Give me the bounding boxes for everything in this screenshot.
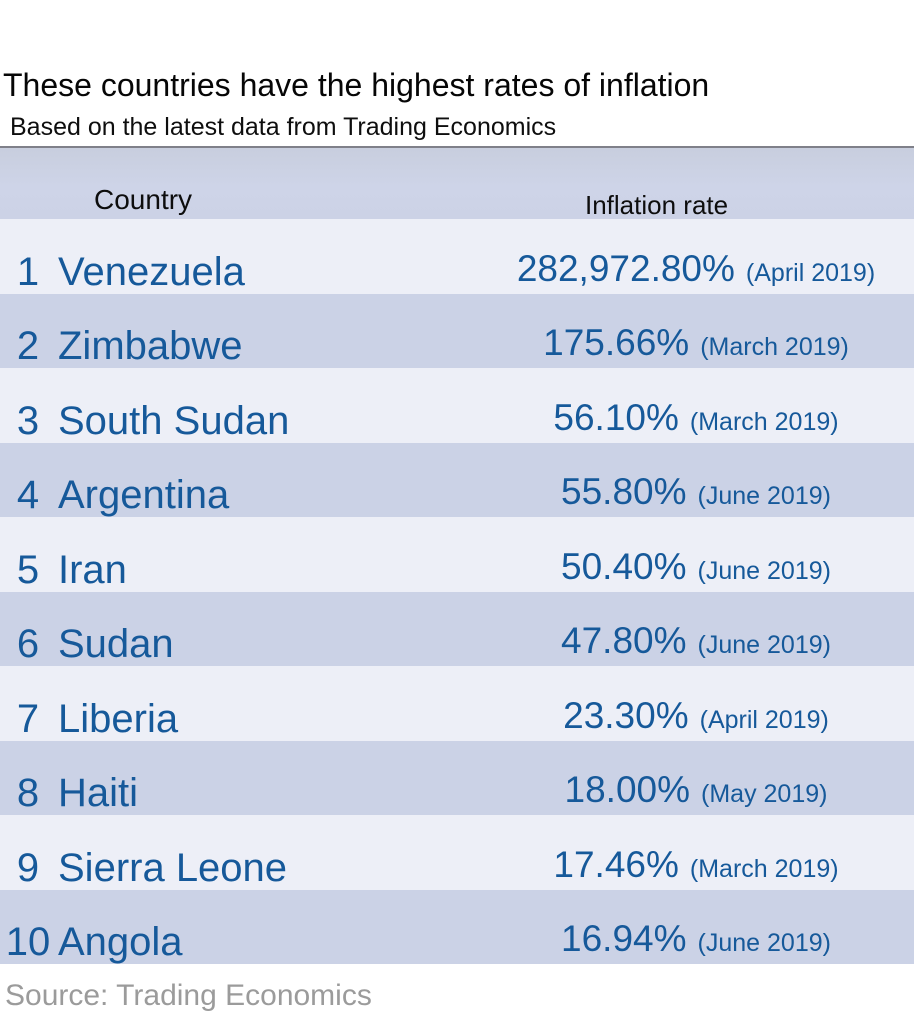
rate-date-label: (March 2019) [700, 333, 849, 361]
country-label: Angola [58, 920, 183, 964]
inflation-rate-value: 23.30% [563, 694, 689, 736]
inflation-rate-value: 55.80% [561, 471, 687, 512]
rate-date-label: (June 2019) [697, 929, 831, 957]
rank-label: 10 [5, 920, 51, 964]
source-note: Source: Trading Economics [5, 979, 372, 1012]
rate-date-label: (June 2019) [697, 482, 831, 510]
rank-label: 3 [16, 398, 40, 443]
rank-label: 4 [16, 473, 40, 517]
country-label: South Sudan [58, 398, 290, 443]
page-subtitle: Based on the latest data from Trading Ec… [10, 113, 557, 141]
inflation-rate-value: 16.94% [561, 918, 687, 959]
inflation-rate-value: 56.10% [553, 396, 679, 438]
rank-label: 9 [16, 845, 40, 890]
rank-label: 7 [16, 696, 40, 741]
rate-date-label: (March 2019) [689, 407, 839, 436]
table-row: 2 Zimbabwe 175.66% (March 2019) [0, 293, 914, 368]
country-label: Sudan [58, 622, 174, 666]
country-label: Argentina [58, 473, 230, 517]
table-row: 3 South Sudan 56.10% (March 2019) [0, 368, 914, 443]
rank-label: 2 [16, 324, 40, 368]
table-row: 6 Sudan 47.80% (June 2019) [0, 591, 914, 666]
inflation-rate-value: 47.80% [561, 620, 687, 661]
divider-rule [0, 146, 914, 148]
rate-date-label: (May 2019) [701, 780, 828, 808]
rank-label: 6 [16, 622, 40, 666]
rate-date-label: (April 2019) [745, 258, 876, 287]
country-label: Iran [58, 547, 127, 592]
inflation-rate-value: 50.40% [561, 545, 687, 587]
country-label: Liberia [58, 696, 179, 741]
rate-date-label: (April 2019) [699, 705, 829, 734]
inflation-rate-value: 18.00% [564, 769, 691, 810]
table-row: 1 Venezuela 282,972.80% (April 2019) [0, 219, 914, 294]
table-header: Country Inflation rate [0, 148, 914, 219]
table-row: 9 Sierra Leone 17.46% (March 2019) [0, 815, 914, 890]
rate-date-label: (June 2019) [697, 556, 831, 585]
country-label: Zimbabwe [58, 324, 243, 368]
country-label: Haiti [58, 771, 139, 815]
inflation-rate-value: 17.46% [553, 843, 679, 885]
rank-label: 8 [16, 771, 40, 815]
rank-label: 1 [16, 249, 40, 294]
table-row: 7 Liberia 23.30% (April 2019) [0, 666, 914, 741]
table-row: 10 Angola 16.94% (June 2019) [0, 889, 914, 964]
rate-date-label: (June 2019) [697, 631, 831, 659]
inflation-rate-value: 282,972.80% [516, 247, 735, 289]
table-row: 5 Iran 50.40% (June 2019) [0, 517, 914, 592]
page-title: These countries have the highest rates o… [3, 67, 710, 103]
inflation-rate-value: 175.66% [543, 322, 690, 363]
inflation-table: 1 Venezuela 282,972.80% (April 2019) 2 Zimb… [0, 219, 914, 964]
rank-label: 5 [16, 547, 40, 592]
rate-date-label: (March 2019) [689, 854, 839, 883]
table-row: 8 Haiti 18.00% (May 2019) [0, 740, 914, 815]
table-row: 4 Argentina 55.80% (June 2019) [0, 442, 914, 517]
column-header-inflation-rate: Inflation rate [585, 190, 729, 220]
country-label: Sierra Leone [58, 845, 288, 890]
country-label: Venezuela [58, 249, 245, 294]
column-header-country: Country [94, 184, 193, 215]
